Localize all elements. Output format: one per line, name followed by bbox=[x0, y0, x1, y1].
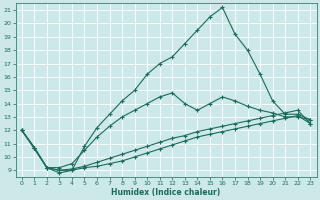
X-axis label: Humidex (Indice chaleur): Humidex (Indice chaleur) bbox=[111, 188, 221, 197]
